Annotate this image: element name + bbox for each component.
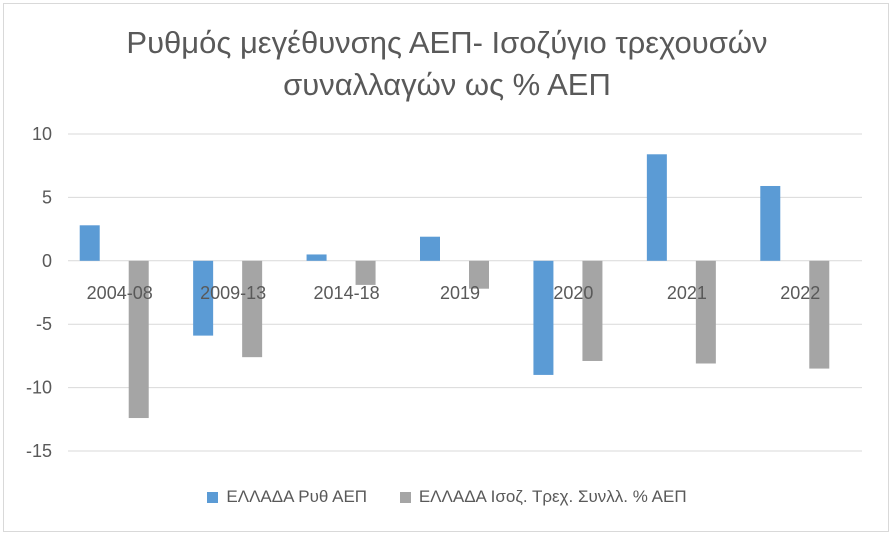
x-tick-label: 2014-18 — [314, 283, 380, 303]
bar-series-1 — [79, 225, 100, 261]
bar-series-2 — [128, 260, 149, 419]
x-tick-label: 2021 — [667, 283, 707, 303]
x-tick-label: 2019 — [440, 283, 480, 303]
y-tick-label: 5 — [42, 187, 52, 207]
chart-title-line-1: Ρυθμός μεγέθυνσης ΑΕΠ- Ισοζύγιο τρεχουσώ… — [126, 25, 768, 60]
legend-label-series-1: ΕΛΛΑΔΑ Ρυθ ΑΕΠ — [226, 486, 368, 506]
bar-series-2 — [469, 260, 489, 289]
bar-series-1 — [306, 254, 327, 261]
bar-series-2 — [582, 260, 603, 361]
chart-frame — [3, 3, 889, 532]
bar-series-1 — [760, 185, 781, 261]
y-tick-label: 0 — [42, 251, 52, 271]
chart-title-line-2: συναλλαγών ως % ΑΕΠ — [283, 67, 611, 102]
bar-series-1 — [533, 260, 554, 375]
legend: ΕΛΛΑΔΑ Ρυθ ΑΕΠ ΕΛΛΑΔΑ Ισοζ. Τρεχ. Συνλλ.… — [0, 486, 894, 507]
bar-series-2 — [695, 260, 716, 364]
x-tick-label: 2022 — [780, 283, 820, 303]
x-axis: 2004-08 2009-13 2014-18 2019 2020 2021 2022 — [87, 283, 821, 303]
y-tick-label: 10 — [32, 124, 52, 144]
legend-swatch-series-2 — [399, 491, 411, 503]
bar-series-1 — [646, 154, 667, 261]
x-tick-label: 2009-13 — [200, 283, 266, 303]
bar-series-2 — [242, 260, 263, 358]
bar-series-1 — [420, 236, 440, 261]
chart-title: Ρυθμός μεγέθυνσης ΑΕΠ- Ισοζύγιο τρεχουσώ… — [0, 22, 894, 106]
bar-series-2 — [809, 260, 830, 369]
legend-swatch-series-1 — [207, 491, 219, 503]
y-tick-label: -15 — [26, 441, 52, 461]
x-tick-label: 2020 — [553, 283, 593, 303]
y-axis: 10 5 0 -5 -10 -15 — [26, 124, 52, 461]
bar-series-1 — [193, 260, 214, 336]
y-tick-label: -10 — [26, 378, 52, 398]
bars — [79, 154, 830, 419]
legend-item-series-2: ΕΛΛΑΔΑ Ισοζ. Τρεχ. Συνλλ. % ΑΕΠ — [399, 486, 687, 507]
y-tick-label: -5 — [36, 314, 52, 334]
bar-series-2 — [355, 260, 376, 285]
legend-label-series-2: ΕΛΛΑΔΑ Ισοζ. Τρεχ. Συνλλ. % ΑΕΠ — [418, 486, 687, 506]
legend-item-series-1: ΕΛΛΑΔΑ Ρυθ ΑΕΠ — [207, 487, 367, 507]
x-tick-label: 2004-08 — [87, 283, 153, 303]
